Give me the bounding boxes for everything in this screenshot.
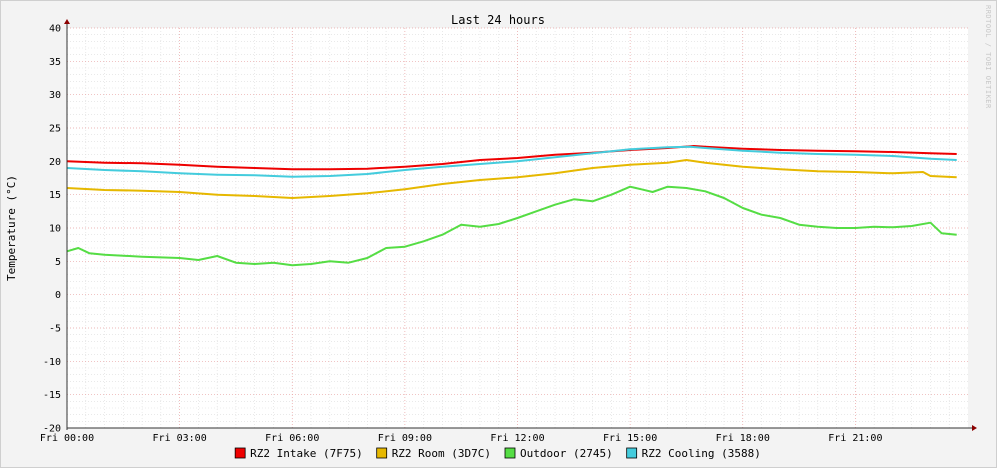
legend-swatch [626, 447, 638, 459]
watermark: RRDTOOL / TOBI OETIKER [984, 5, 992, 109]
y-tick-label: 25 [49, 124, 61, 135]
y-tick-label: 35 [49, 57, 61, 68]
y-tick-label: 30 [49, 90, 61, 101]
y-tick-label: 10 [49, 224, 61, 235]
x-tick-label: Fri 09:00 [378, 433, 432, 444]
y-axis-arrow [64, 19, 70, 24]
x-axis-arrow [972, 425, 977, 431]
legend-swatch [376, 447, 388, 459]
x-tick-label: Fri 06:00 [265, 433, 319, 444]
x-tick-label: Fri 03:00 [153, 433, 207, 444]
x-tick-label: Fri 12:00 [490, 433, 544, 444]
legend-label: RZ2 Cooling (3588) [642, 447, 761, 460]
legend-label: RZ2 Intake (7F75) [250, 447, 363, 460]
y-tick-label: 20 [49, 157, 61, 168]
y-tick-label: 40 [49, 24, 61, 35]
series-line [66, 145, 957, 178]
y-tick-label: -15 [43, 390, 61, 401]
y-axis-label: Temperature (°C) [5, 175, 18, 281]
y-tick-label: -20 [43, 424, 61, 435]
y-tick-label: 15 [49, 190, 61, 201]
axes [64, 19, 977, 431]
y-tick-label: -10 [43, 357, 61, 368]
y-tick-label: 0 [55, 290, 61, 301]
series-line [66, 185, 957, 267]
legend-label: RZ2 Room (3D7C) [392, 447, 491, 460]
chart-title: Last 24 hours [451, 13, 545, 27]
series-line [66, 145, 957, 171]
y-tick-label: -5 [49, 324, 61, 335]
legend: RZ2 Intake (7F75) RZ2 Room (3D7C) Outdoor … [234, 447, 761, 460]
y-axis-ticks: 40 35 30 25 20 15 10 5 0 -5 -10 -15 -20 [43, 24, 61, 435]
legend-swatch [234, 447, 246, 459]
series-line [66, 159, 957, 199]
legend-label: Outdoor (2745) [520, 447, 613, 460]
x-tick-label: Fri 21:00 [828, 433, 882, 444]
y-tick-label: 5 [55, 257, 61, 268]
x-tick-label: Fri 00:00 [40, 433, 94, 444]
legend-swatch [504, 447, 516, 459]
x-tick-label: Fri 18:00 [716, 433, 770, 444]
x-tick-label: Fri 15:00 [603, 433, 657, 444]
series-lines [66, 145, 957, 267]
x-axis-ticks: Fri 00:00 Fri 03:00 Fri 06:00 Fri 09:00 Fri … [40, 433, 883, 444]
